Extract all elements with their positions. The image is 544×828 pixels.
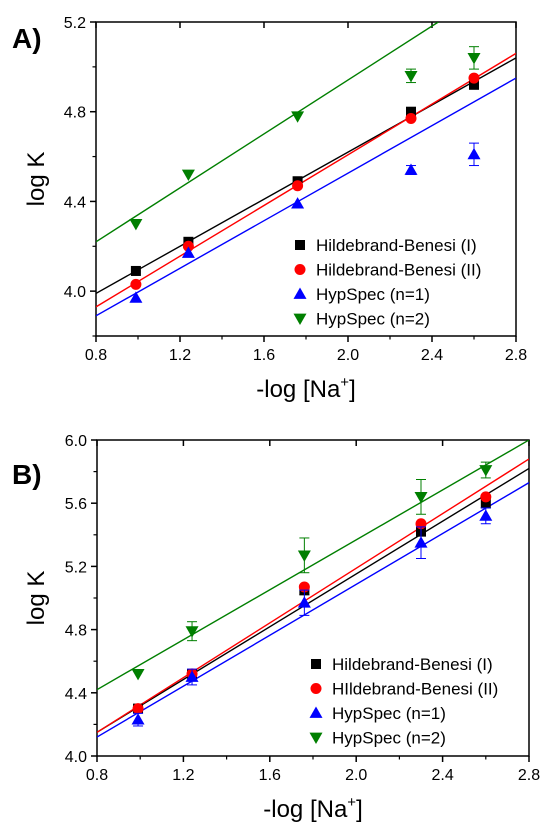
fit-lines: [97, 440, 529, 738]
data-point: [467, 147, 481, 160]
fit-line: [97, 467, 529, 733]
data-point: [297, 596, 311, 608]
panel-b: 0.8 1.2 1.6 2.0 2.4 2.8 4.0 4.4 4.8 5.2 5.6 6.0 -log…: [12, 433, 540, 823]
x-tick-label: 1.2: [172, 767, 194, 784]
legend-marker: [311, 659, 321, 669]
data-point: [185, 626, 199, 638]
series-triangle-up: [129, 142, 481, 303]
data-point: [181, 246, 195, 258]
data-point: [480, 498, 491, 509]
y-tick-label: 4.8: [65, 623, 87, 640]
legend-marker: [310, 683, 322, 694]
data-point: [291, 111, 305, 123]
data-point: [405, 112, 417, 124]
y-tick-label: 5.2: [64, 15, 86, 32]
x-axis-title: -log [Na+]: [256, 374, 355, 403]
x-tick-label: 2.0: [337, 347, 359, 364]
fit-lines: [96, 22, 516, 317]
x-tick-label: 2.0: [345, 767, 367, 784]
x-tick-label: 2.4: [421, 347, 443, 364]
legend-label: HypSpec (n=1): [316, 285, 430, 304]
legend-marker: [294, 264, 306, 275]
y-tick-label: 5.2: [65, 559, 87, 576]
data-point: [181, 169, 195, 182]
y-tick-label: 4.0: [65, 749, 87, 766]
plot-frame: [95, 21, 517, 337]
legend-label: HypSpec (n=2): [316, 310, 430, 329]
fit-line: [96, 57, 516, 294]
legend: Hildebrand-Benesi (I) Hildebrand-Benesi (…: [293, 236, 481, 329]
y-axis-title: log K: [23, 571, 50, 626]
legend-label: HypSpec (n=1): [332, 704, 446, 723]
fit-line: [97, 482, 529, 738]
data-point: [480, 491, 492, 503]
y-axis-title: log K: [23, 152, 50, 207]
data-point: [291, 197, 305, 209]
y-tick-label: 5.6: [65, 496, 87, 513]
fit-line: [97, 458, 529, 733]
data-point: [130, 278, 142, 290]
data-point: [406, 106, 416, 117]
data-point: [414, 492, 428, 504]
legend-marker: [309, 732, 323, 744]
legend-marker: [293, 287, 307, 299]
data-point: [479, 509, 493, 521]
fit-line: [97, 440, 529, 691]
legend-label: HypSpec (n=2): [332, 729, 446, 748]
data-point: [131, 668, 145, 681]
y-tick-label: 4.4: [65, 686, 87, 703]
x-axis-title: -log [Na+]: [263, 794, 362, 823]
data-point: [467, 53, 481, 65]
data-point: [131, 713, 145, 725]
y-tick-label: 6.0: [65, 433, 87, 450]
y-tick-label: 4.0: [64, 284, 86, 301]
legend-marker: [295, 240, 305, 250]
data-point: [129, 291, 143, 303]
data-point: [130, 265, 141, 276]
data-point: [292, 180, 304, 192]
data-point: [404, 163, 418, 175]
fit-line: [96, 52, 516, 308]
legend-label: Hildebrand-Benesi (II): [316, 261, 481, 280]
series-triangle-up: [131, 507, 493, 727]
x-tick-label: 2.8: [518, 767, 540, 784]
data-point: [479, 465, 493, 477]
data-point: [414, 536, 428, 548]
legend-label: HIldebrand-Benesi (II): [332, 680, 498, 699]
series-triangle-down: [129, 46, 481, 231]
legend-label: Hildebrand-Benesi (I): [332, 655, 493, 674]
panel-label: A): [12, 23, 42, 54]
plot-frame: [96, 439, 530, 757]
x-tick-label: 0.8: [85, 347, 107, 364]
data-point: [185, 670, 199, 682]
x-tick-label: 1.2: [169, 347, 191, 364]
legend: Hildebrand-Benesi (I) HIldebrand-Benesi (…: [309, 655, 498, 748]
x-tick-label: 1.6: [259, 767, 281, 784]
legend-label: Hildebrand-Benesi (I): [316, 236, 477, 255]
series-circle: [130, 72, 480, 290]
fit-line: [96, 77, 516, 317]
x-tick-label: 2.4: [431, 767, 453, 784]
data-point: [404, 70, 418, 83]
data-point: [469, 79, 479, 90]
panel-label: B): [12, 459, 42, 490]
series-triangle-down: [131, 461, 493, 681]
data-point: [297, 550, 311, 562]
data-point: [182, 240, 194, 252]
x-tick-label: 2.8: [505, 347, 527, 364]
y-tick-label: 4.4: [64, 194, 86, 211]
panel-a: 0.8 1.2 1.6 2.0 2.4 2.8 4.0 4.4 4.8 5.2 -log [Na+]…: [12, 15, 527, 403]
legend-marker: [293, 313, 307, 325]
x-tick-label: 0.8: [86, 767, 108, 784]
data-point: [129, 218, 143, 231]
data-point: [468, 72, 480, 84]
legend-marker: [309, 706, 323, 718]
x-tick-label: 1.6: [253, 347, 275, 364]
data-point: [132, 703, 144, 715]
fit-line: [96, 22, 439, 243]
y-tick-label: 4.8: [64, 105, 86, 122]
